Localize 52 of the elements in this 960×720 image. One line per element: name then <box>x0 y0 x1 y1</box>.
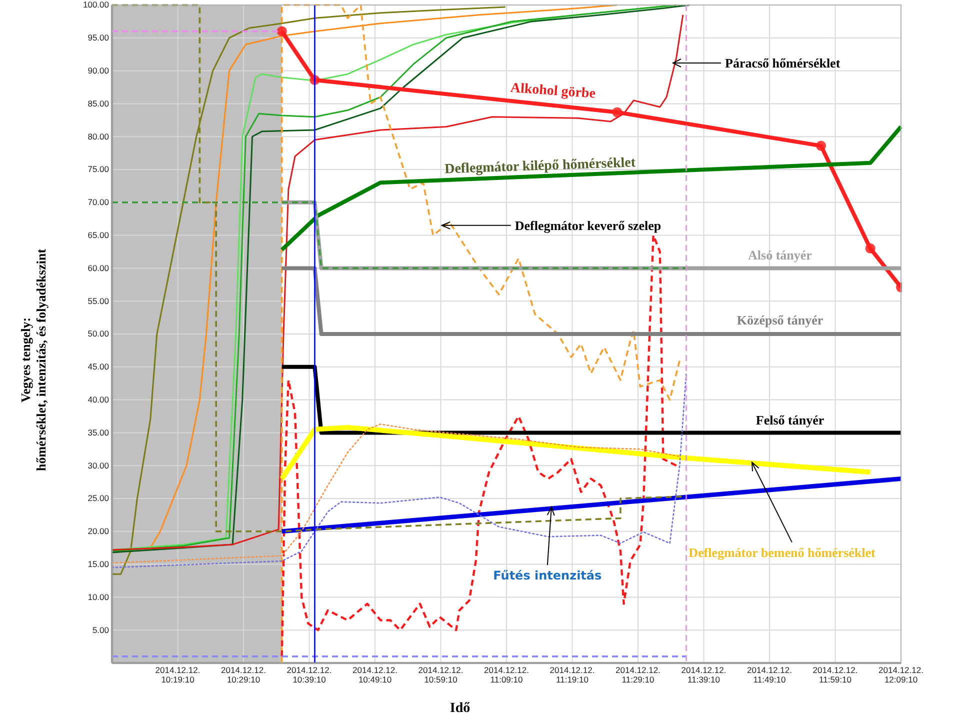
annotation: Deflegmátor bemenő hőmérséklet <box>688 544 876 560</box>
line-series <box>280 4 681 664</box>
y-tick-label: 40.00 <box>88 394 110 405</box>
annotation: Deflegmátor kilépő hőmérséklet <box>444 156 636 178</box>
y-tick-label: 70.00 <box>88 197 110 208</box>
x-tick-label: 2014.12.12. 11:59:10 <box>812 665 858 684</box>
x-tick-label: 2014.12.12. 11:19:10 <box>550 665 595 684</box>
y-tick-label: 15.00 <box>88 559 110 570</box>
point <box>612 107 622 118</box>
x-tick-label: 2014.12.12. 10:19:10 <box>155 665 200 684</box>
y-tick-label: 20.00 <box>88 526 110 536</box>
x-tick-label: 2014.12.12. 10:59:10 <box>418 665 464 684</box>
annotation: Deflegmátor keverő szelep <box>514 218 662 233</box>
annotation: Alkohol görbe <box>510 80 596 102</box>
x-tick-label: 2014.12.12. 10:49:10 <box>352 665 398 684</box>
x-tick-label: 2014.12.12. 11:29:10 <box>616 665 660 684</box>
x-tick-label: 2014.12.12. 11:49:10 <box>747 665 792 684</box>
y-tick-label: 50.00 <box>88 328 110 339</box>
y-tick-label: 65.00 <box>88 230 110 240</box>
y-tick-label: 55.00 <box>88 296 110 306</box>
annotation: Középső tányér <box>736 312 824 328</box>
line-series <box>280 124 902 252</box>
annotation: Fűtés intenzitás <box>493 568 602 582</box>
y-tick-label: 95.00 <box>88 32 110 43</box>
point <box>816 140 826 151</box>
y-tick-label: 10.00 <box>88 592 110 602</box>
y-tick-label: 100.00 <box>83 0 110 10</box>
y-tick-label: 45.00 <box>88 362 110 372</box>
line-series <box>112 372 687 568</box>
y-tick-label: 30.00 <box>88 460 110 470</box>
y-tick-label: 5.00 <box>92 624 110 635</box>
x-tick-label: 2014.12.12. 11:09:10 <box>484 665 529 684</box>
point <box>276 26 287 36</box>
annotation: Alsó tányér <box>748 248 812 263</box>
y-tick-label: 80.00 <box>88 131 110 142</box>
x-axis-title: Idő <box>450 701 470 716</box>
point <box>865 243 876 254</box>
y-tick-label: 35.00 <box>88 427 110 438</box>
y-tick-label: 25.00 <box>88 493 110 504</box>
x-tick-label: 2014.12.12. 12:09:10 <box>878 665 924 684</box>
annotation: Páracső hőmérséklet <box>725 56 841 71</box>
line-series <box>112 423 680 564</box>
x-tick-label: 2014.12.12. 11:39:10 <box>681 665 726 684</box>
y-tick-label: 60.00 <box>88 262 110 273</box>
y-tick-label: 90.00 <box>88 66 110 76</box>
y-axis-title: Vegyes tengely: hőmérséklet, intenzitás, és folyadékszint <box>18 248 49 472</box>
y-tick-label: 85.00 <box>88 98 110 108</box>
annotation: Felső tányér <box>756 412 824 428</box>
y-tick-label: 75.00 <box>88 164 110 174</box>
x-tick-label: 2014.12.12. 10:39:10 <box>286 665 332 684</box>
line-series <box>280 234 678 658</box>
x-tick-label: 2014.12.12. 10:29:10 <box>221 665 266 684</box>
